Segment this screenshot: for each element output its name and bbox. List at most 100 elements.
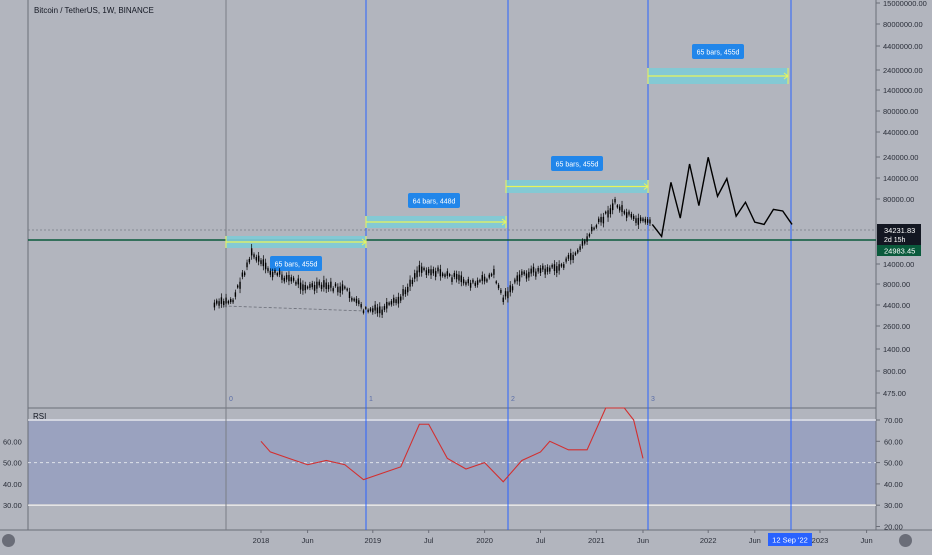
price-candle: [260, 260, 262, 264]
price-axis-label: 800.00: [883, 367, 906, 376]
price-candle: [213, 302, 216, 308]
price-candle: [586, 236, 588, 242]
rsi-axis-label: 60.00: [884, 437, 903, 446]
price-candle: [309, 284, 311, 288]
price-axis-label: 1400.00: [883, 345, 910, 354]
measure-arrow: [501, 218, 507, 226]
price-candle: [584, 240, 586, 244]
price-candle: [313, 284, 316, 291]
price-candle: [598, 218, 600, 223]
rsi-title: RSI: [33, 412, 47, 421]
price-candle: [474, 282, 476, 286]
price-candle: [397, 296, 400, 304]
price-candle: [574, 252, 577, 255]
cycle-marker-label: 0: [229, 396, 233, 403]
price-candle: [518, 274, 521, 282]
price-candle: [304, 284, 306, 291]
price-candle: [570, 253, 572, 261]
price-candle: [453, 272, 456, 277]
price-candle: [430, 269, 432, 276]
price-candle: [327, 284, 330, 290]
price-candle: [320, 284, 323, 289]
price-candle: [255, 256, 258, 261]
price-candle: [493, 269, 495, 275]
price-candle: [600, 216, 602, 223]
price-candle: [558, 264, 560, 271]
time-axis-label: 2018: [253, 536, 270, 545]
price-candle: [302, 284, 304, 291]
price-candle: [411, 279, 414, 285]
price-candle: [632, 215, 635, 220]
rsi-axis-label: 20.00: [884, 523, 903, 532]
price-candle: [223, 301, 225, 306]
rsi-axis-label: 40.00: [884, 480, 903, 489]
price-candle: [488, 274, 490, 278]
price-candle: [544, 268, 546, 275]
price-candle: [625, 212, 628, 218]
price-candle: [332, 288, 334, 292]
price-candle: [455, 273, 458, 280]
price-candle: [639, 217, 642, 222]
price-candle: [525, 273, 528, 279]
measure-arrow: [361, 238, 367, 246]
price-candle: [509, 285, 511, 293]
price-candle: [339, 286, 341, 293]
price-candle: [311, 283, 313, 288]
price-candle: [348, 291, 351, 298]
price-candle: [595, 225, 598, 228]
rsi-axis-label: 50.00: [884, 459, 903, 468]
price-candle: [537, 267, 539, 272]
measure-label-bg: [551, 156, 603, 171]
price-candle: [434, 271, 437, 277]
price-candle: [628, 211, 630, 215]
price-candle: [441, 273, 444, 276]
measure-label-bg: [408, 193, 460, 208]
measure-label: 65 bars, 455d: [556, 162, 599, 169]
price-candle: [528, 271, 530, 278]
price-candle: [325, 282, 327, 290]
price-candle: [490, 273, 493, 276]
price-candle: [253, 254, 255, 258]
chart-settings-button-left[interactable]: [2, 534, 15, 547]
price-candle: [469, 282, 472, 288]
support-price-value: 24983.45: [884, 247, 915, 256]
time-axis-label: Jun: [749, 536, 761, 545]
price-axis-label: 240000.00: [883, 153, 918, 162]
price-candle: [618, 206, 621, 211]
price-candle: [334, 283, 337, 287]
price-candle: [269, 270, 272, 275]
measure-label: 65 bars, 455d: [275, 262, 318, 269]
price-candle: [630, 213, 633, 218]
price-candle: [390, 301, 393, 305]
price-candle: [481, 275, 483, 281]
price-candle: [502, 297, 504, 303]
price-axis-label: 2600.00: [883, 322, 910, 331]
price-candle: [623, 211, 626, 214]
price-candle: [230, 299, 232, 303]
price-candle: [264, 262, 267, 270]
price-candle: [362, 310, 365, 313]
price-candle: [285, 275, 288, 280]
time-axis-label: Jun: [302, 536, 314, 545]
price-candle: [579, 246, 581, 250]
price-candle: [644, 218, 647, 223]
rsi-axis-label: 70.00: [884, 416, 903, 425]
price-candle: [306, 286, 309, 289]
price-candle: [551, 264, 553, 268]
price-candle: [246, 262, 248, 268]
price-candle: [514, 279, 516, 283]
time-axis-label: 2021: [588, 536, 605, 545]
measure-label-bg: [692, 44, 744, 59]
price-candle: [500, 289, 502, 293]
price-candle: [530, 268, 532, 274]
time-axis-label: Jul: [536, 536, 546, 545]
price-candle: [642, 218, 644, 222]
price-candle: [248, 258, 251, 263]
price-candle: [388, 302, 390, 305]
price-candle: [423, 267, 425, 271]
price-candle: [355, 298, 358, 304]
price-candle: [358, 300, 360, 305]
price-candle: [421, 266, 423, 273]
chart-settings-button-right[interactable]: [899, 534, 912, 547]
